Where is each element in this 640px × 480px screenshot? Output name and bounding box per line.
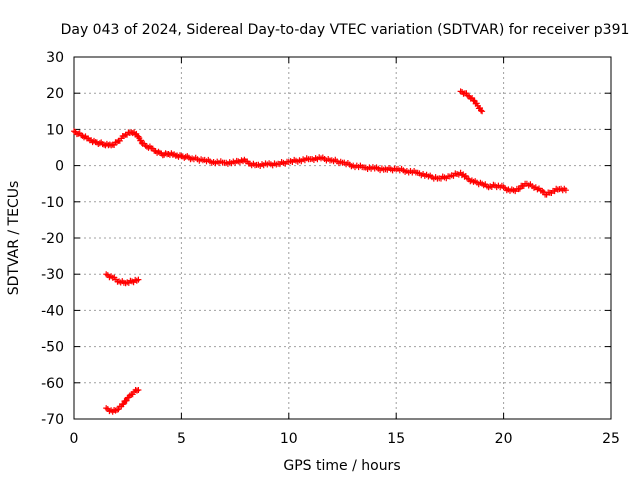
y-tick-label: 20 (46, 86, 64, 102)
axis-ticks: 0 5 10 15 20 25 30 20 10 0 -10 -20 -30 -40 -50 -60 -70 (41, 50, 620, 447)
series-2 (103, 271, 142, 287)
x-tick-label: 0 (70, 431, 79, 447)
x-axis-label: GPS time / hours (283, 458, 400, 474)
data-point-marker (562, 187, 569, 194)
x-tick-label: 20 (495, 431, 513, 447)
data-point-marker (115, 406, 122, 413)
x-tick-label: 10 (280, 431, 298, 447)
data-point-marker (120, 401, 127, 408)
grid (74, 57, 611, 419)
y-tick-label: -40 (41, 303, 64, 319)
y-tick-label: -30 (41, 267, 64, 283)
y-tick-label: 10 (46, 122, 64, 138)
data-points (71, 88, 569, 415)
y-tick-label: -10 (41, 195, 64, 211)
y-tick-label: -50 (41, 340, 64, 356)
series-3 (103, 387, 142, 415)
y-tick-label: 30 (46, 50, 64, 66)
data-point-marker (96, 140, 103, 147)
data-point-marker (135, 387, 142, 393)
y-tick-label: -20 (41, 231, 64, 247)
data-point-marker (135, 276, 142, 283)
x-tick-label: 15 (387, 431, 405, 447)
data-point-marker (123, 397, 130, 404)
x-tick-label: 5 (177, 431, 186, 447)
x-tick-label: 25 (602, 431, 620, 447)
y-tick-label: -60 (41, 376, 64, 392)
y-tick-label: -70 (41, 412, 64, 428)
data-point-marker (479, 108, 486, 115)
series-0 (71, 128, 569, 198)
series-1 (457, 88, 486, 115)
y-tick-label: 0 (55, 159, 64, 175)
data-point-marker (470, 97, 477, 104)
chart-title: Day 043 of 2024, Sidereal Day-to-day VTE… (61, 22, 630, 38)
data-point-marker (165, 151, 172, 157)
data-point-marker (478, 107, 484, 114)
y-axis-label: SDTVAR / TECUs (6, 181, 22, 296)
